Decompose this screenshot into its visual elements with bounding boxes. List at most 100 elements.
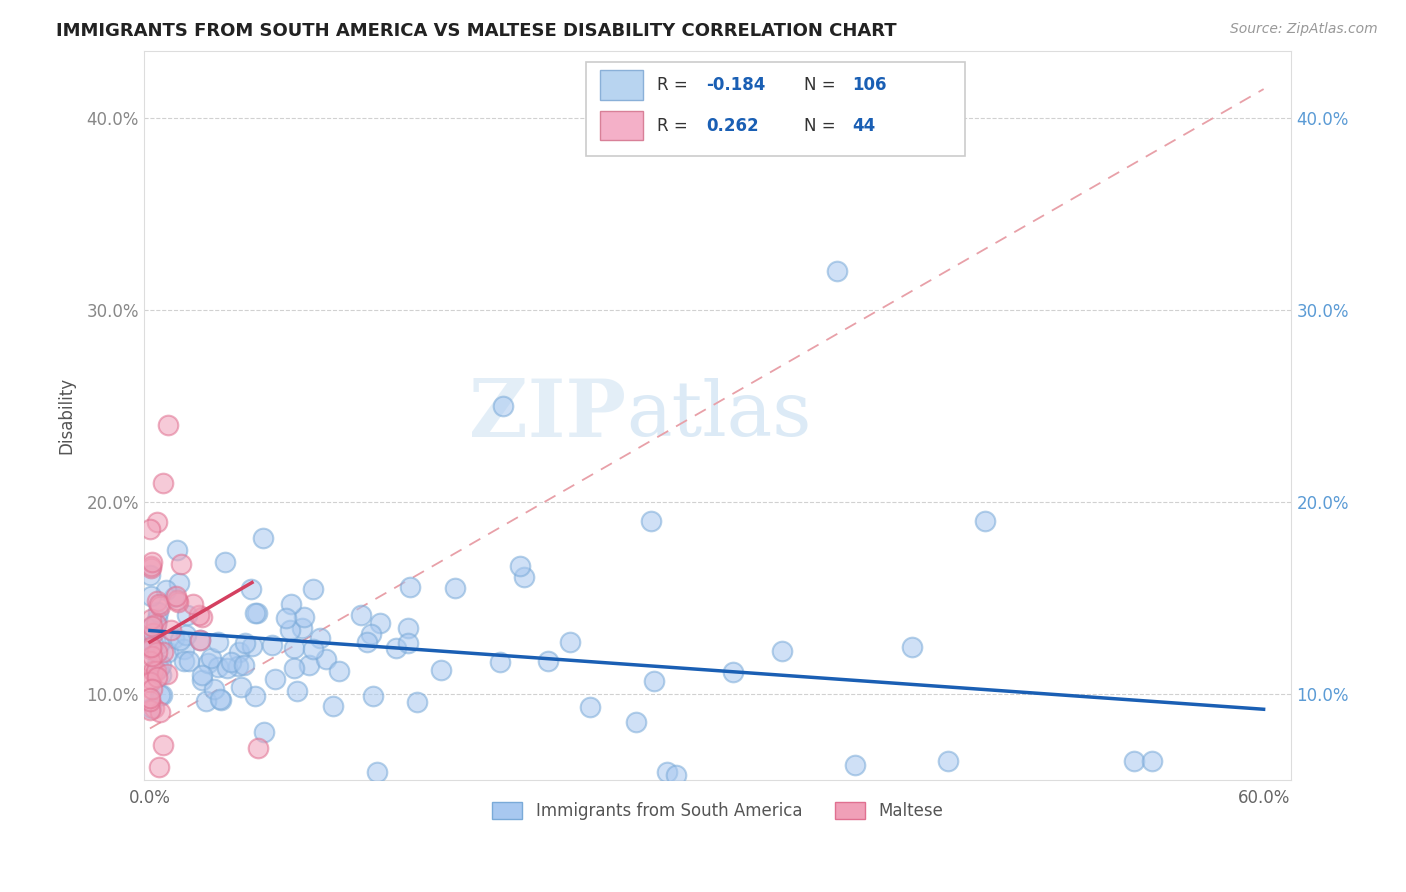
Immigrants from South America [209, 693, 232, 707]
Immigrants from South America [368, 615, 391, 630]
Immigrants from South America [169, 633, 191, 648]
Immigrants from South America [643, 673, 665, 688]
Maltese [139, 654, 162, 668]
Immigrants from South America [278, 623, 301, 637]
Immigrants from South America [640, 514, 662, 528]
Immigrants from South America [302, 582, 325, 597]
Text: R =: R = [657, 76, 688, 94]
Maltese [149, 599, 172, 613]
Immigrants from South America [560, 635, 582, 649]
Immigrants from South America [844, 758, 866, 772]
Immigrants from South America [283, 661, 305, 675]
Immigrants from South America [139, 621, 162, 635]
Immigrants from South America [655, 764, 678, 779]
Immigrants from South America [139, 632, 162, 647]
Maltese [139, 674, 162, 689]
Immigrants from South America [298, 657, 321, 672]
Immigrants from South America [315, 652, 337, 666]
Immigrants from South America [509, 558, 531, 573]
Immigrants from South America [292, 610, 315, 624]
Text: R =: R = [657, 117, 688, 135]
Immigrants from South America [974, 514, 997, 528]
Maltese [145, 593, 167, 607]
Immigrants from South America [197, 656, 219, 670]
Maltese [141, 619, 163, 633]
Maltese [170, 558, 193, 572]
Immigrants from South America [936, 754, 959, 768]
Immigrants from South America [429, 663, 451, 677]
Maltese [165, 590, 187, 604]
Maltese [139, 558, 162, 573]
Immigrants from South America [219, 656, 242, 670]
Immigrants from South America [163, 632, 186, 646]
Maltese [145, 617, 167, 632]
Immigrants from South America [214, 555, 236, 569]
Immigrants from South America [217, 661, 239, 675]
Immigrants from South America [253, 725, 276, 739]
Text: 44: 44 [852, 117, 876, 135]
Immigrants from South America [349, 607, 371, 622]
Immigrants from South America [202, 681, 225, 696]
FancyBboxPatch shape [600, 112, 644, 140]
Immigrants from South America [207, 660, 229, 674]
Maltese [139, 672, 162, 686]
Maltese [149, 706, 172, 720]
Y-axis label: Disability: Disability [58, 377, 75, 454]
Immigrants from South America [148, 637, 170, 651]
Immigrants from South America [148, 661, 170, 675]
Maltese [139, 703, 162, 717]
Maltese [141, 612, 163, 626]
Immigrants from South America [141, 701, 163, 715]
FancyBboxPatch shape [600, 70, 644, 100]
Immigrants from South America [405, 695, 427, 709]
Immigrants from South America [291, 621, 314, 635]
Maltese [166, 593, 188, 607]
Immigrants from South America [825, 264, 848, 278]
Immigrants from South America [142, 637, 165, 651]
Immigrants from South America [139, 568, 162, 582]
Immigrants from South America [396, 635, 419, 649]
Immigrants from South America [229, 681, 252, 695]
Maltese [181, 597, 204, 611]
Maltese [148, 760, 170, 774]
Immigrants from South America [233, 636, 256, 650]
Immigrants from South America [146, 605, 169, 619]
Immigrants from South America [207, 635, 229, 649]
Immigrants from South America [328, 665, 350, 679]
Text: N =: N = [804, 117, 835, 135]
Maltese [152, 475, 174, 490]
Maltese [145, 645, 167, 659]
Maltese [139, 640, 162, 655]
Maltese [157, 418, 180, 433]
Immigrants from South America [513, 570, 536, 584]
Text: IMMIGRANTS FROM SOUTH AMERICA VS MALTESE DISABILITY CORRELATION CHART: IMMIGRANTS FROM SOUTH AMERICA VS MALTESE… [56, 22, 897, 40]
Legend: Immigrants from South America, Maltese: Immigrants from South America, Maltese [485, 795, 950, 827]
Maltese [188, 633, 211, 648]
Immigrants from South America [246, 606, 269, 620]
Immigrants from South America [285, 684, 308, 698]
Immigrants from South America [385, 641, 408, 656]
Immigrants from South America [664, 767, 686, 781]
Immigrants from South America [262, 638, 284, 652]
Immigrants from South America [309, 631, 332, 645]
Maltese [141, 649, 163, 664]
Maltese [152, 738, 174, 752]
Maltese [139, 522, 162, 536]
Immigrants from South America [163, 590, 186, 604]
Immigrants from South America [146, 612, 169, 626]
Immigrants from South America [1142, 754, 1164, 768]
Immigrants from South America [361, 690, 384, 704]
Immigrants from South America [200, 651, 222, 665]
Immigrants from South America [232, 658, 254, 673]
Maltese [187, 608, 209, 623]
Maltese [139, 691, 162, 706]
Maltese [148, 598, 170, 612]
Immigrants from South America [396, 622, 419, 636]
Immigrants from South America [283, 641, 305, 656]
Immigrants from South America [141, 589, 163, 603]
Immigrants from South America [366, 764, 388, 779]
Immigrants from South America [770, 644, 793, 658]
Immigrants from South America [155, 583, 177, 598]
Maltese [139, 642, 162, 657]
Maltese [145, 664, 167, 678]
